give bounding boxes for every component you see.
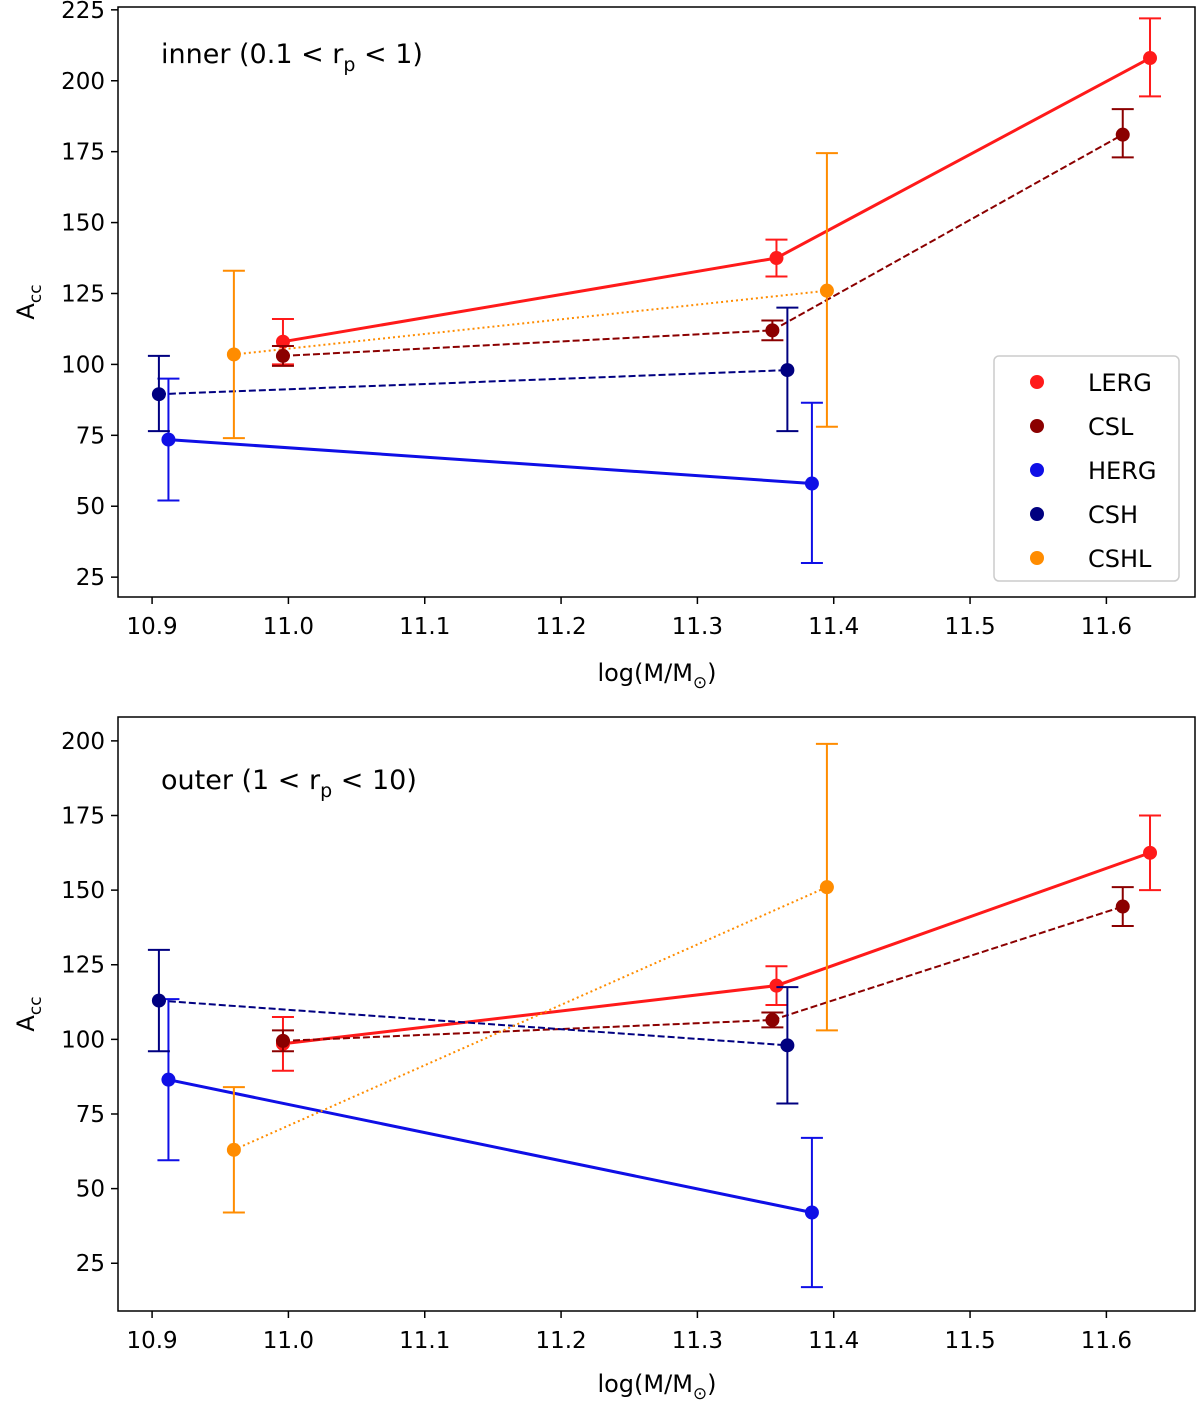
bottom-x-tick-label: 11.5 <box>944 1328 995 1354</box>
bottom-line-cshl <box>233 886 828 1151</box>
bottom-y-tick-label: 100 <box>61 1027 105 1053</box>
legend-marker-csl <box>1030 419 1044 433</box>
bottom-x-tick-label: 11.4 <box>808 1328 859 1354</box>
bottom-point-herg <box>161 1072 176 1087</box>
bottom-line-csh <box>158 999 788 1047</box>
top-x-tick-label: 11.0 <box>263 614 314 640</box>
top-y-tick-label: 125 <box>61 281 105 307</box>
legend-items: LERG CSL HERG CSH CSHL <box>1030 369 1156 573</box>
legend-label-lerg: LERG <box>1088 369 1152 397</box>
bottom-y-tick-label: 25 <box>76 1251 105 1277</box>
top-x-axis-label: log(M/M⊙) <box>597 659 716 693</box>
bottom-y-tick-label: 175 <box>61 804 105 830</box>
bottom-x-tick-label: 11.0 <box>263 1328 314 1354</box>
bottom-axis-layer: 10.9 11.0 11.1 11.2 11.3 11.4 11.5 11.6 25 50 75 10… <box>61 729 1132 1354</box>
top-panel: 10.9 11.0 11.1 11.2 11.3 11.4 11.5 11.6 25 50 75 10… <box>12 0 1196 693</box>
top-annotation: inner (0.1 < rp < 1) <box>161 39 423 76</box>
bottom-x-tick-label: 11.6 <box>1081 1328 1132 1354</box>
top-point-cshl <box>819 283 834 298</box>
bottom-point-csh <box>780 1038 795 1053</box>
top-y-tick-label: 75 <box>76 423 105 449</box>
legend-label-cshl: CSHL <box>1088 545 1152 573</box>
legend-marker-lerg <box>1030 375 1044 389</box>
bottom-point-herg <box>804 1205 819 1220</box>
bottom-point-lerg <box>769 978 784 993</box>
top-plot-layer <box>147 17 1162 564</box>
bottom-point-cshl <box>226 1142 241 1157</box>
top-point-lerg <box>769 251 784 266</box>
legend: LERG CSL HERG CSH CSHL <box>993 355 1180 582</box>
top-y-tick-label: 225 <box>61 0 105 24</box>
top-y-tick-label: 175 <box>61 140 105 166</box>
bottom-x-axis-label: log(M/M⊙) <box>597 1370 716 1404</box>
bottom-line-csl <box>282 905 1124 1042</box>
top-point-csl <box>1115 127 1130 142</box>
top-x-tick-label: 10.9 <box>126 614 177 640</box>
top-y-tick-label: 25 <box>76 565 105 591</box>
bottom-y-axis-label: Acc <box>12 996 46 1031</box>
top-point-cshl <box>226 347 241 362</box>
bottom-x-tick-label: 11.3 <box>672 1328 723 1354</box>
top-x-tick-label: 11.5 <box>944 614 995 640</box>
bottom-point-csl <box>1115 899 1130 914</box>
top-y-tick-label: 150 <box>61 211 105 237</box>
bottom-y-tick-label: 150 <box>61 878 105 904</box>
bottom-plot-layer <box>147 742 1162 1289</box>
legend-label-herg: HERG <box>1088 457 1156 485</box>
bottom-line-herg <box>168 1078 813 1214</box>
bottom-point-cshl <box>819 880 834 895</box>
top-point-herg <box>804 476 819 491</box>
top-line-lerg <box>282 56 1151 344</box>
top-x-tick-label: 11.6 <box>1081 614 1132 640</box>
bottom-y-tick-label: 50 <box>76 1177 105 1203</box>
legend-label-csh: CSH <box>1088 501 1138 529</box>
bottom-line-lerg <box>282 851 1151 1046</box>
top-plot-frame <box>117 6 1196 598</box>
top-x-tick-label: 11.3 <box>672 614 723 640</box>
legend-label-csl: CSL <box>1088 413 1134 441</box>
top-y-axis-label: Acc <box>12 284 46 319</box>
bottom-x-tick-label: 11.2 <box>535 1328 586 1354</box>
top-y-tick-label: 200 <box>61 69 105 95</box>
bottom-x-tick-label: 10.9 <box>126 1328 177 1354</box>
legend-marker-herg <box>1030 463 1044 477</box>
top-line-csh <box>158 369 788 396</box>
top-point-csh <box>151 387 166 402</box>
top-point-csl <box>765 323 780 338</box>
legend-box <box>993 355 1180 582</box>
bottom-point-lerg <box>1143 845 1158 860</box>
top-point-csh <box>780 363 795 378</box>
top-line-csl <box>282 133 1124 357</box>
top-y-tick-label: 50 <box>76 494 105 520</box>
bottom-annotation: outer (1 < rp < 10) <box>161 765 417 802</box>
bottom-plot-frame <box>117 716 1196 1312</box>
top-x-tick-label: 11.4 <box>808 614 859 640</box>
top-axis-layer: 10.9 11.0 11.1 11.2 11.3 11.4 11.5 11.6 25 50 75 10… <box>61 0 1132 640</box>
top-point-csl <box>275 348 290 363</box>
top-x-tick-label: 11.2 <box>535 614 586 640</box>
bottom-y-tick-label: 75 <box>76 1102 105 1128</box>
bottom-y-tick-label: 125 <box>61 953 105 979</box>
top-point-lerg <box>1143 51 1158 66</box>
bottom-x-tick-label: 11.1 <box>399 1328 450 1354</box>
top-line-herg <box>168 438 813 485</box>
legend-marker-csh <box>1030 507 1044 521</box>
top-point-herg <box>161 432 176 447</box>
bottom-point-csh <box>151 993 166 1008</box>
bottom-panel: 10.9 11.0 11.1 11.2 11.3 11.4 11.5 11.6 25 50 75 10… <box>12 716 1196 1404</box>
legend-marker-cshl <box>1030 551 1044 565</box>
bottom-y-tick-label: 200 <box>61 729 105 755</box>
bottom-point-csl <box>765 1012 780 1027</box>
bottom-point-csl <box>275 1033 290 1048</box>
top-y-tick-label: 100 <box>61 352 105 378</box>
top-x-tick-label: 11.1 <box>399 614 450 640</box>
